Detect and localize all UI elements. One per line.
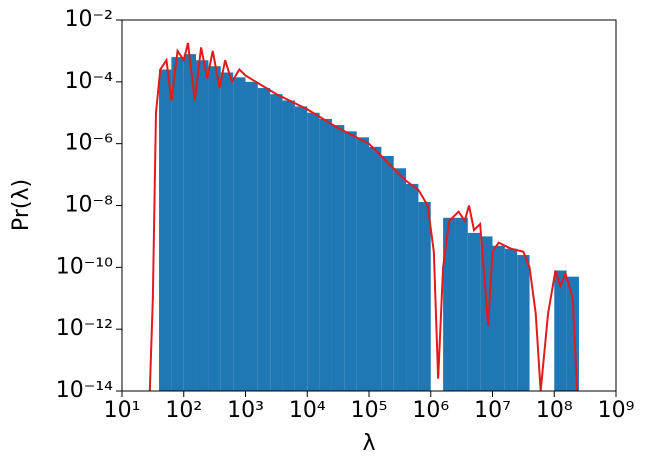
- bar: [443, 217, 456, 391]
- bar: [171, 57, 184, 391]
- bar: [467, 232, 481, 391]
- plot-area: [148, 42, 579, 391]
- x-tick-label: 10³: [227, 398, 264, 423]
- bar: [294, 106, 308, 391]
- density-curve: [148, 42, 579, 391]
- bar: [331, 125, 345, 391]
- bar: [504, 248, 518, 391]
- y-axis-label: Pr(λ): [9, 179, 34, 231]
- y-tick-label: 10⁻²: [65, 7, 113, 32]
- y-tick-label: 10⁻⁶: [65, 131, 114, 156]
- bar: [208, 66, 221, 391]
- x-tick-label: 10⁶: [412, 398, 449, 423]
- x-axis-label: λ: [362, 431, 375, 456]
- bar: [418, 201, 431, 391]
- x-tick-label: 10²: [165, 398, 202, 423]
- x-tick-label: 10⁵: [351, 398, 388, 423]
- y-tick-label: 10⁻¹²: [56, 316, 113, 341]
- bar: [455, 217, 468, 391]
- bar: [393, 168, 407, 391]
- bar: [517, 255, 530, 391]
- bar: [282, 100, 295, 391]
- bar: [381, 155, 394, 391]
- bar: [369, 146, 382, 391]
- x-tick-label: 10¹: [104, 398, 141, 423]
- x-tick-label: 10⁸: [536, 398, 573, 423]
- x-tick-label: 10⁹: [598, 398, 635, 423]
- x-tick-label: 10⁴: [289, 398, 326, 423]
- bar: [307, 112, 320, 391]
- y-tick-label: 10⁻⁴: [65, 69, 114, 94]
- bar: [554, 270, 567, 391]
- x-tick-label: 10⁷: [474, 398, 511, 423]
- bar: [245, 81, 258, 391]
- y-tick-label: 10⁻¹⁴: [56, 378, 113, 403]
- bar: [492, 245, 505, 391]
- bar: [344, 131, 357, 391]
- bar: [270, 94, 283, 391]
- bar: [319, 118, 332, 391]
- bar: [183, 54, 197, 391]
- y-tick-label: 10⁻¹⁰: [56, 254, 113, 279]
- bar: [356, 137, 369, 391]
- bar: [159, 69, 172, 391]
- bar: [233, 77, 246, 391]
- y-tick-label: 10⁻⁸: [65, 193, 114, 218]
- bar: [220, 72, 234, 391]
- bar: [406, 183, 419, 391]
- bar: [257, 88, 271, 391]
- bar: [196, 60, 209, 391]
